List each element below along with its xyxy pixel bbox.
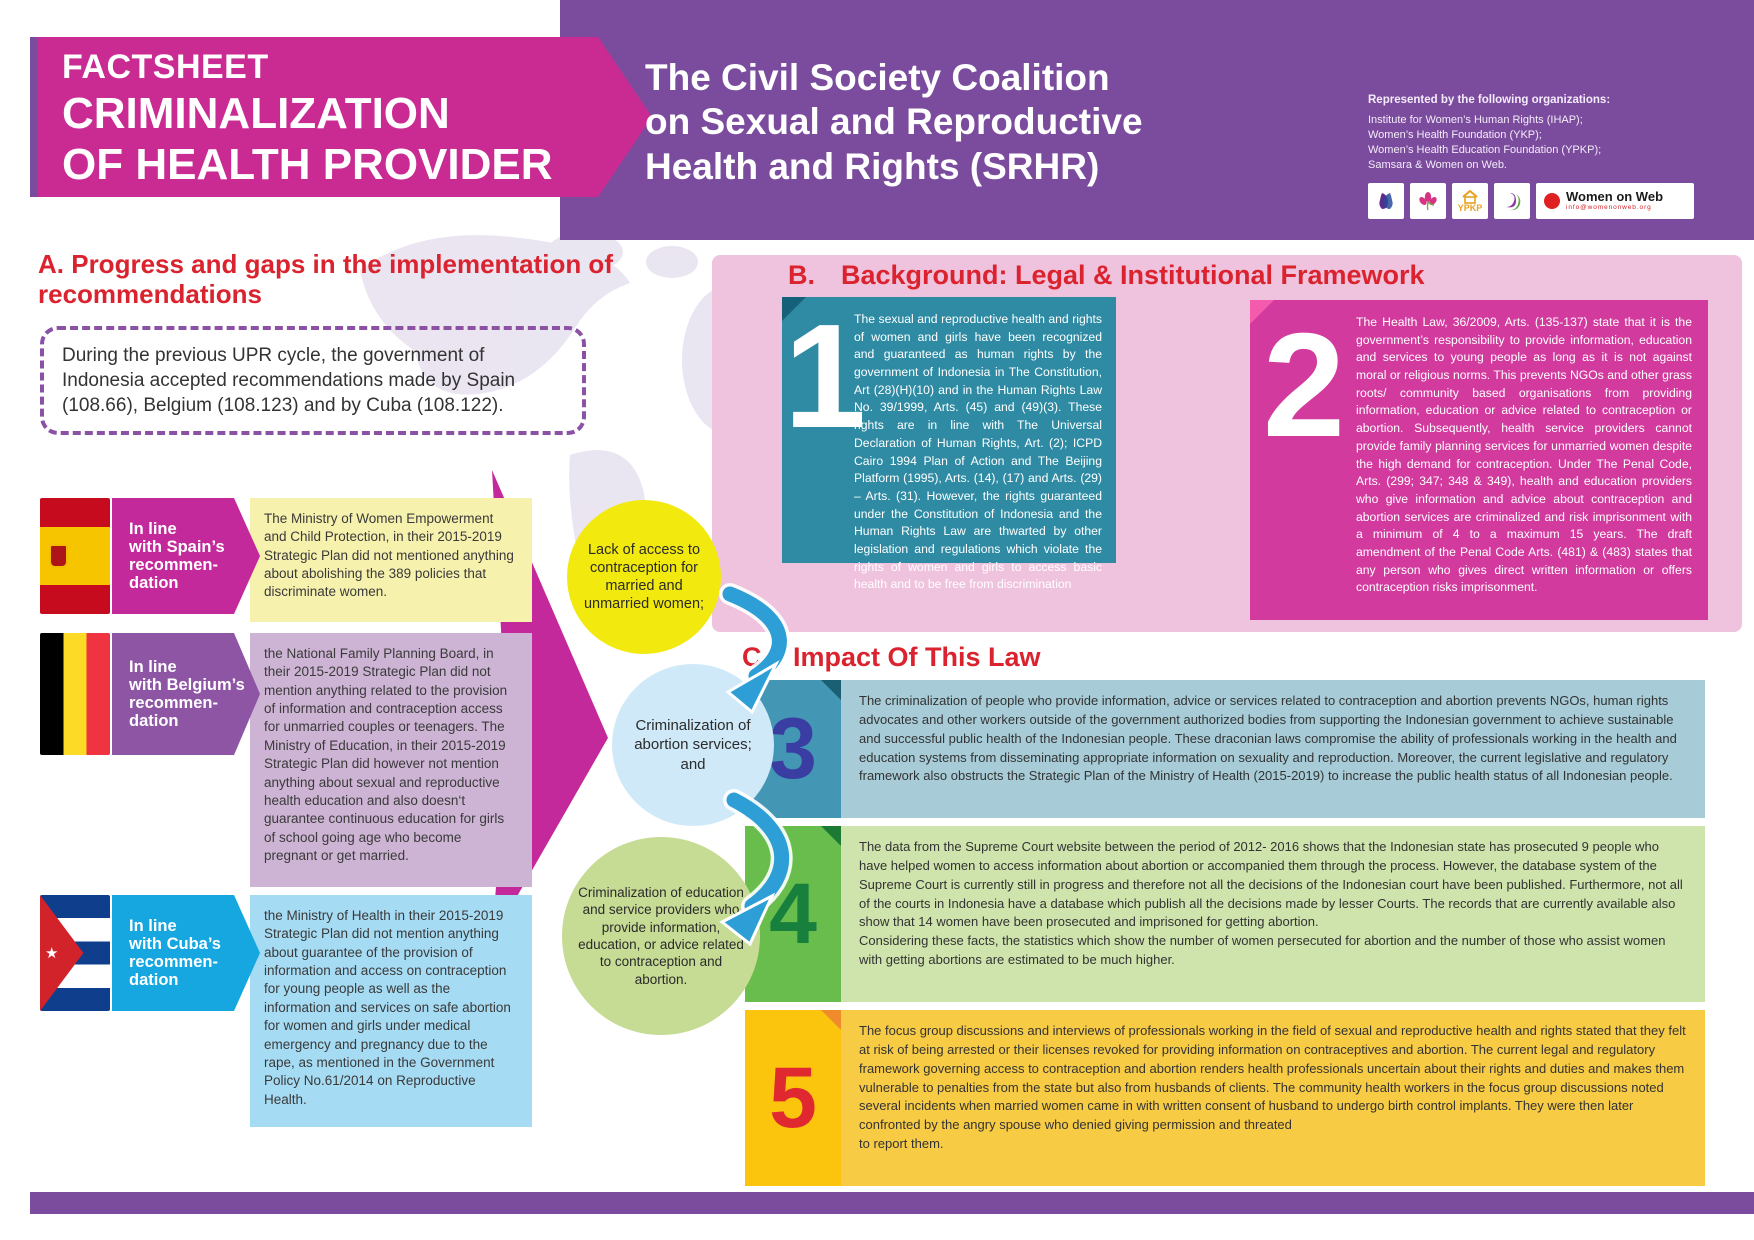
cuba-recommendation-label: In line with Cuba’s recommen- dation [112, 895, 260, 1011]
background-item-1-text: The sexual and reproductive health and r… [854, 312, 1102, 592]
impact-item-5-tab: 5 [745, 1010, 841, 1186]
footer-bar [30, 1192, 1754, 1214]
impact-item-3: 3 The criminalization of people who prov… [745, 680, 1705, 818]
upr-intro-box: During the previous UPR cycle, the gover… [40, 326, 586, 436]
belgium-recommendation-text: the National Family Planning Board, in t… [250, 633, 532, 887]
represented-by-label: Represented by the following organizatio… [1368, 94, 1611, 106]
poster-title-line2: OF HEALTH PROVIDER [62, 140, 553, 190]
corner-fold-icon [821, 680, 841, 700]
section-c-title: C. Impact Of This Law [742, 642, 1041, 673]
impact-item-4: 4 The data from the Supreme Court websit… [745, 826, 1705, 1002]
section-b-letter: B. [788, 260, 815, 290]
spain-flag [40, 498, 110, 614]
belgium-flag [40, 633, 110, 755]
corner-fold-icon [821, 826, 841, 846]
cuba-flag: ★ [40, 895, 110, 1011]
spain-recommendation-text: The Ministry of Women Empowerment and Ch… [250, 498, 532, 622]
section-b-heading: Background: Legal & Institutional Framew… [841, 260, 1425, 290]
cuba-flag-star-icon: ★ [45, 945, 59, 962]
section-b-title: B. Background: Legal & Institutional Fram… [788, 260, 1425, 291]
women-on-web-email: info@womenonweb.org [1566, 204, 1652, 212]
samsara-logo [1494, 183, 1530, 219]
women-on-web-dot-icon [1544, 193, 1560, 209]
flow-circle-contraception: Lack of access to contraception for marr… [567, 500, 721, 654]
flow-circle-abortion-services: Criminalization of abortion services; an… [612, 664, 774, 826]
organization-item: Institute for Women’s Human Rights (IHAP… [1368, 114, 1583, 126]
left-accent-stripe [30, 37, 38, 197]
spain-recommendation-label: In line with Spain’s recommen- dation [112, 498, 260, 614]
ypkp-logo-label: YPKP [1457, 202, 1483, 213]
ypkp-logo: YPKP [1452, 183, 1488, 219]
factsheet-header-block: FACTSHEET CRIMINALIZATION OF HEALTH PROV… [38, 37, 652, 197]
coalition-title: The Civil Society Coalition on Sexual an… [645, 57, 1143, 187]
item-number: 1 [783, 294, 867, 459]
impact-item-3-text: The criminalization of people who provid… [841, 680, 1705, 818]
background-item-2-text: The Health Law, 36/2009, Arts. (135-137)… [1356, 315, 1692, 595]
corner-fold-icon [821, 1010, 841, 1030]
organization-item: Women’s Health Foundation (YKP); [1368, 128, 1542, 141]
organization-item: Samsara & Women on Web. [1368, 158, 1507, 171]
belgium-recommendation-label: In line with Belgium’s recommen- dation [112, 633, 260, 755]
background-item-2: 2 The Health Law, 36/2009, Arts. (135-13… [1250, 300, 1708, 620]
flow-circle-education-providers: Criminalization of education and service… [562, 837, 760, 1035]
item-number: 2 [1262, 303, 1346, 468]
factsheet-label: FACTSHEET [62, 48, 269, 86]
poster-title-line1: CRIMINALIZATION [62, 89, 450, 139]
partner-logos: YPKP Women on Web info@womenonweb.org [1368, 183, 1694, 219]
impact-item-5-text: The focus group discussions and intervie… [841, 1010, 1705, 1186]
cuba-recommendation-text: the Ministry of Health in their 2015-201… [250, 895, 532, 1127]
ihap-logo [1368, 183, 1404, 219]
impact-item-5: 5 The focus group discussions and interv… [745, 1010, 1705, 1186]
impact-item-4-tab: 4 [745, 826, 841, 1002]
women-on-web-logo: Women on Web info@womenonweb.org [1536, 183, 1694, 219]
item-number: 3 [769, 701, 817, 797]
impact-item-4-text: The data from the Supreme Court website … [841, 826, 1705, 1002]
organization-item: Women’s Health Education Foundation (YPK… [1368, 143, 1602, 156]
women-on-web-label: Women on Web [1566, 189, 1664, 205]
item-number: 5 [769, 1050, 817, 1146]
section-c-heading: Impact Of This Law [793, 642, 1041, 672]
item-number: 4 [769, 866, 817, 962]
ykp-logo [1410, 183, 1446, 219]
organizations-block: Represented by the following organizatio… [1368, 94, 1610, 172]
background-item-1: 1 The sexual and reproductive health and… [782, 294, 1116, 591]
section-a-title: A. Progress and gaps in the implementati… [38, 249, 613, 309]
section-c-letter: C. [742, 642, 769, 672]
